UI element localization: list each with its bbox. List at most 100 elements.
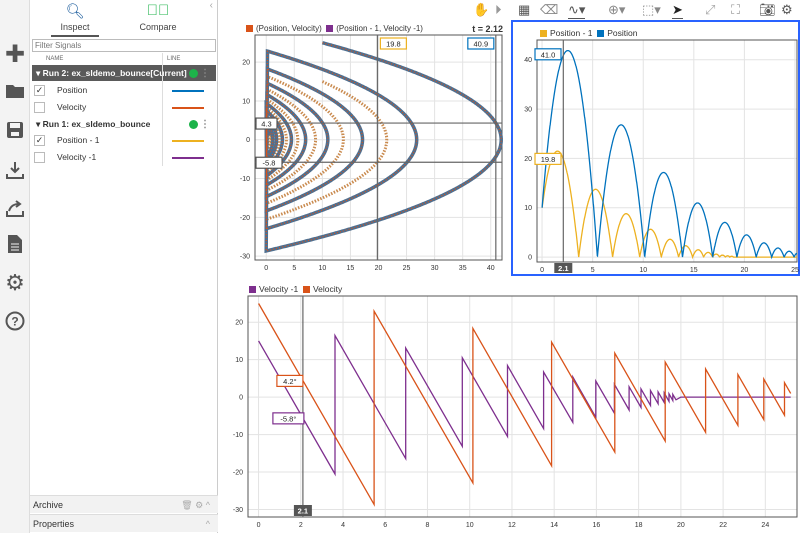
x-tick-label: 18	[635, 522, 643, 529]
more-icon[interactable]: ⋮	[200, 68, 210, 79]
archive-section[interactable]: Archive 🗑︎ ⚙ ^	[30, 495, 218, 513]
fullscreen-icon[interactable]: ⛶	[731, 2, 741, 17]
y-tick-label: -10	[233, 432, 243, 439]
fit-icon[interactable]: ⬚▾	[642, 2, 661, 17]
y-tick-label: 0	[528, 255, 532, 262]
x-tick-label: 35	[459, 265, 467, 272]
x-tick-label: 10	[318, 265, 326, 272]
properties-section[interactable]: Properties ^	[30, 514, 218, 532]
x-tick-label: 0	[540, 267, 544, 274]
x-tick-label: 5	[591, 267, 595, 274]
cursor-value-label: -5.8	[263, 159, 276, 168]
legend-entry: (Position, Velocity)	[256, 24, 322, 33]
x-tick-label: 2	[299, 522, 303, 529]
run-label: Run 2: ex_sldemo_bounce[Current]	[42, 68, 187, 78]
search-icon: 🔍︎	[65, 3, 85, 20]
velocity-legend: Velocity -1 Velocity	[249, 284, 342, 294]
download-icon[interactable]	[4, 161, 26, 183]
signal-name: Position - 1	[57, 135, 100, 145]
trash-icon[interactable]: 🗑︎	[181, 500, 193, 510]
run-label: Run 1: ex_sldemo_bounce	[42, 119, 151, 129]
signal-row-position[interactable]: ✓ Position	[32, 82, 216, 99]
column-header-name[interactable]: NAME	[46, 56, 64, 62]
pan-hand-icon[interactable]: ✋	[473, 2, 490, 17]
cursor-time-tag	[554, 263, 573, 273]
x-tick-label: 10	[639, 267, 647, 274]
legend-entry: Velocity	[312, 284, 343, 294]
column-header-line[interactable]: LINE	[167, 56, 181, 62]
signal-row-velocity[interactable]: Velocity	[32, 99, 216, 116]
checkbox[interactable]: ✓	[34, 135, 45, 146]
tab-compare[interactable]: ✓⃝ Compare	[118, 2, 198, 32]
line-swatch[interactable]	[172, 90, 204, 92]
y-tick-label: -20	[240, 215, 250, 222]
x-tick-label: 24	[761, 522, 769, 529]
cursor-time-tag-label: 2.1	[558, 264, 568, 273]
run-2-row[interactable]: ▾ Run 2: ex_sldemo_bounce[Current] ⋮	[32, 65, 216, 81]
tab-label: Compare	[139, 22, 177, 32]
legend-entry: (Position - 1, Velocity -1)	[336, 24, 423, 33]
zoom-icon[interactable]: ⊕▾	[608, 2, 626, 17]
cursor-value-label-box	[534, 152, 562, 165]
more-icon[interactable]: ⋮	[200, 119, 210, 130]
signal-row-position-1[interactable]: ✓ Position - 1	[32, 132, 216, 149]
checkbox[interactable]	[34, 102, 45, 113]
x-tick-label: 25	[403, 265, 411, 272]
expand-icon[interactable]: ⤢	[705, 2, 716, 17]
position-plot-frame[interactable]	[511, 20, 800, 276]
gear-icon[interactable]: ⚙	[5, 270, 25, 295]
chevron-up-icon[interactable]: ^	[205, 500, 210, 510]
settings-icon[interactable]: ⚙	[781, 2, 793, 17]
position-legend: Position - 1 Position	[540, 28, 638, 38]
x-tick-label: 15	[690, 267, 698, 274]
y-tick-label: 10	[242, 98, 250, 105]
help-icon[interactable]: ?	[4, 311, 26, 333]
play-icon[interactable]: ⏵	[495, 2, 502, 17]
y-tick-label: -30	[233, 507, 243, 514]
left-toolbar: ✚ ⚙ ?	[0, 0, 30, 533]
tab-inspect[interactable]: 🔍︎ Inspect	[35, 2, 115, 37]
line-swatch[interactable]	[172, 107, 204, 109]
xy-plot[interactable]: 0 5 10 15 20 25 30 35 40 -30 -20 -10 0 10 20 19.8 40.9 4.…	[220, 30, 510, 280]
legend-entry: Position	[607, 28, 638, 38]
signal-style-icon[interactable]: ∿▾	[568, 2, 586, 19]
cursor-value-label-box	[467, 37, 495, 50]
series-velocity-1	[258, 333, 791, 477]
velocity-plot[interactable]: 0 2 4 6 8 10 12 14 16 18 20 22 24-30-20-10010204.2°-…	[220, 294, 800, 533]
share-icon[interactable]	[4, 199, 26, 221]
camera-icon[interactable]: 📷︎	[759, 2, 776, 17]
gear-icon[interactable]: ⚙	[195, 500, 204, 510]
signal-name: Velocity -1	[57, 152, 97, 162]
filter-signals-input[interactable]	[32, 39, 216, 52]
save-icon[interactable]	[4, 121, 26, 143]
plot-area	[247, 295, 798, 518]
layout-grid-icon[interactable]: ▦	[518, 2, 531, 17]
x-tick-label: 4	[341, 522, 345, 529]
cursor-value-label: 4.3	[261, 120, 271, 129]
checkbox[interactable]	[34, 152, 45, 163]
status-dot	[189, 120, 198, 129]
line-swatch[interactable]	[172, 157, 204, 159]
cursor-icon[interactable]: ➤	[672, 2, 683, 19]
x-tick-label: 0	[264, 265, 268, 272]
chevron-up-icon[interactable]: ^	[205, 519, 210, 529]
checkbox[interactable]: ✓	[34, 85, 45, 96]
y-tick-label: 10	[524, 205, 532, 212]
signal-row-velocity-1[interactable]: Velocity -1	[32, 149, 216, 166]
cursor-value-label-box	[534, 48, 562, 61]
line-swatch[interactable]	[172, 140, 204, 142]
eraser-icon[interactable]: ⌫	[540, 2, 559, 17]
collapse-panel-icon[interactable]: ‹	[209, 0, 213, 11]
document-icon[interactable]	[4, 234, 26, 256]
x-tick-label: 22	[719, 522, 727, 529]
x-tick-label: 25	[791, 267, 799, 274]
run-1-row[interactable]: ▾ Run 1: ex_sldemo_bounce ⋮	[32, 116, 216, 132]
y-tick-label: 40	[524, 57, 532, 64]
position-plot[interactable]: 0 5 10 15 20 25 0 10 20 30 40 41.0 19.8 2.1	[513, 38, 799, 275]
plus-icon[interactable]: ✚	[4, 41, 26, 68]
signal-name: Position	[57, 85, 88, 95]
signal-panel: 🔍︎ Inspect ✓⃝ Compare ‹ NAME LINE ▾ Run …	[30, 0, 218, 533]
cursor-time-tag-label: 2.1	[298, 507, 308, 516]
folder-icon[interactable]	[4, 82, 26, 104]
x-tick-label: 20	[740, 267, 748, 274]
